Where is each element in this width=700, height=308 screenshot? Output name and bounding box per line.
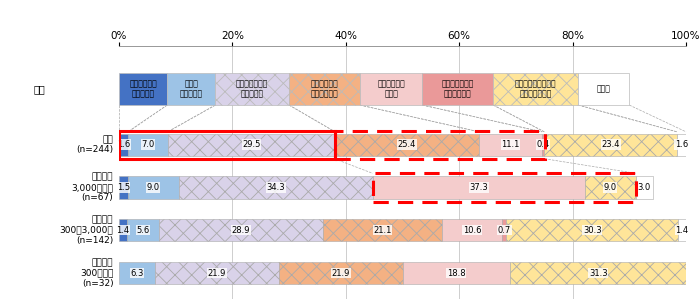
Bar [335,134,479,156]
Bar [216,73,289,105]
Text: そのような取り組み
を行っていない: そのような取り組み を行っていない [515,79,557,99]
Bar [159,219,323,241]
Text: 7.0: 7.0 [141,140,155,149]
Text: 6.3: 6.3 [130,269,143,278]
Text: 31.3: 31.3 [589,269,608,278]
Bar [155,262,279,284]
Bar [372,173,636,202]
Text: 1.6: 1.6 [675,140,688,149]
Bar [119,73,167,105]
Bar [510,262,687,284]
Text: 大いに成果を
あげている: 大いに成果を あげている [130,79,157,99]
Text: 30.3: 30.3 [583,226,601,235]
Text: 凡例: 凡例 [34,84,46,94]
Bar [542,134,545,156]
Text: 21.1: 21.1 [373,226,391,235]
Text: 34.3: 34.3 [267,183,285,192]
Text: 29.5: 29.5 [242,140,260,149]
Bar [167,73,216,105]
Bar [360,73,422,105]
Bar [119,262,155,284]
Bar [578,73,629,105]
Text: あまり成果を
あげていない: あまり成果を あげていない [311,79,338,99]
Text: 成果をあげて
いない: 成果をあげて いない [377,79,405,99]
Bar [503,219,506,241]
Text: 1.5: 1.5 [117,183,130,192]
Bar [118,131,335,159]
Bar [373,176,584,199]
Bar [403,262,510,284]
Bar [119,134,128,156]
Bar [178,176,373,199]
Bar [677,134,686,156]
Text: 1.4: 1.4 [676,226,689,235]
Bar [128,134,168,156]
Bar [289,73,360,105]
Text: 37.3: 37.3 [470,183,488,192]
Text: ある程度成果を
あげている: ある程度成果を あげている [236,79,268,99]
Bar [678,219,686,241]
Text: 21.9: 21.9 [208,269,226,278]
Bar [494,73,578,105]
Text: 25.4: 25.4 [398,140,416,149]
Text: 1.6: 1.6 [117,140,130,149]
Bar [479,134,542,156]
Text: 0.7: 0.7 [498,226,511,235]
Text: 3.0: 3.0 [638,183,651,192]
Text: 5.6: 5.6 [136,226,149,235]
Bar [422,73,493,105]
Bar [127,176,178,199]
Text: 23.4: 23.4 [601,140,620,149]
Text: 9.0: 9.0 [603,183,617,192]
Bar [506,219,678,241]
Bar [545,134,677,156]
Bar [442,219,503,241]
Bar [636,176,652,199]
Text: 11.1: 11.1 [501,140,519,149]
Bar [127,219,159,241]
Bar [323,219,442,241]
Text: 1.4: 1.4 [116,226,130,235]
Text: 10.6: 10.6 [463,226,482,235]
Bar [279,262,403,284]
Bar [335,131,545,159]
Text: 0.4: 0.4 [537,140,550,149]
Text: 28.9: 28.9 [232,226,250,235]
Bar [119,176,127,199]
Text: 成果を
あげている: 成果を あげている [180,79,203,99]
Text: 18.8: 18.8 [447,269,466,278]
Text: 無回答: 無回答 [597,84,610,94]
Bar [168,134,335,156]
Text: まったく成果を
あげていない: まったく成果を あげていない [442,79,474,99]
Bar [584,176,636,199]
Text: 21.9: 21.9 [332,269,350,278]
Bar [119,219,127,241]
Text: 9.0: 9.0 [146,183,160,192]
